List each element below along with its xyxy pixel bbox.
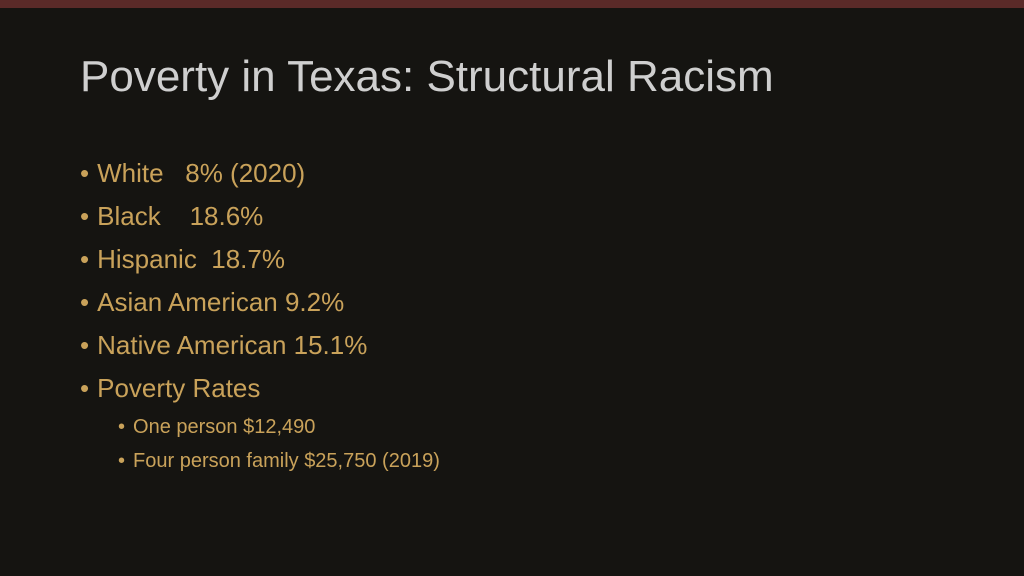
bullet-text: Poverty Rates (97, 373, 261, 403)
bullet: • Poverty Rates (80, 367, 367, 410)
bullet-text: Four person family $25,750 (2019) (133, 450, 440, 472)
bullet-dot: • (118, 416, 126, 438)
bullet: • Asian American 9.2% (80, 281, 367, 324)
bullet-text: One person $12,490 (133, 416, 316, 438)
sub-bullet: • Four person family $25,750 (2019) (118, 444, 440, 478)
bullet-dot: • (80, 201, 90, 231)
bullet-dot: • (118, 450, 126, 472)
bullet-dot: • (80, 330, 90, 360)
bullet-text: Black 18.6% (97, 201, 264, 231)
slide-title: Poverty in Texas: Structural Racism (80, 52, 774, 101)
sub-bullet: • One person $12,490 (118, 410, 440, 444)
sub-bullet-list: • One person $12,490 • Four person family $… (118, 410, 440, 478)
bullet: • Hispanic 18.7% (80, 238, 367, 281)
bullet-dot: • (80, 287, 90, 317)
top-bar (0, 0, 1024, 8)
bullet-text: Hispanic 18.7% (97, 244, 285, 274)
bullet-dot: • (80, 373, 90, 403)
bullet: • Native American 15.1% (80, 324, 367, 367)
bullet: • Black 18.6% (80, 195, 367, 238)
bullet-list: • White 8% (2020) • Black 18.6% • Hispanic 18… (80, 152, 367, 410)
bullet-text: White 8% (2020) (97, 158, 306, 188)
bullet-text: Asian American 9.2% (97, 287, 345, 317)
bullet: • White 8% (2020) (80, 152, 367, 195)
bullet-dot: • (80, 244, 90, 274)
bullet-text: Native American 15.1% (97, 330, 368, 360)
bullet-dot: • (80, 158, 90, 188)
